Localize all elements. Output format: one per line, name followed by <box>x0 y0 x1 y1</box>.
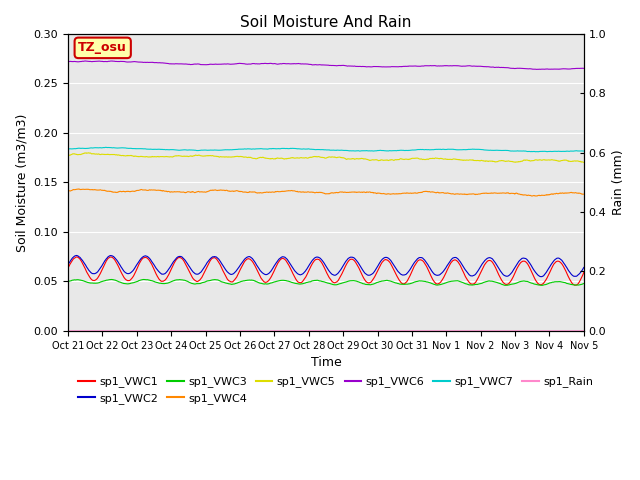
Title: Soil Moisture And Rain: Soil Moisture And Rain <box>240 15 412 30</box>
Y-axis label: Rain (mm): Rain (mm) <box>612 150 625 215</box>
Y-axis label: Soil Moisture (m3/m3): Soil Moisture (m3/m3) <box>15 113 28 252</box>
X-axis label: Time: Time <box>310 356 341 369</box>
Text: TZ_osu: TZ_osu <box>78 41 127 54</box>
Legend: sp1_VWC1, sp1_VWC2, sp1_VWC3, sp1_VWC4, sp1_VWC5, sp1_VWC6, sp1_VWC7, sp1_Rain: sp1_VWC1, sp1_VWC2, sp1_VWC3, sp1_VWC4, … <box>74 372 598 408</box>
